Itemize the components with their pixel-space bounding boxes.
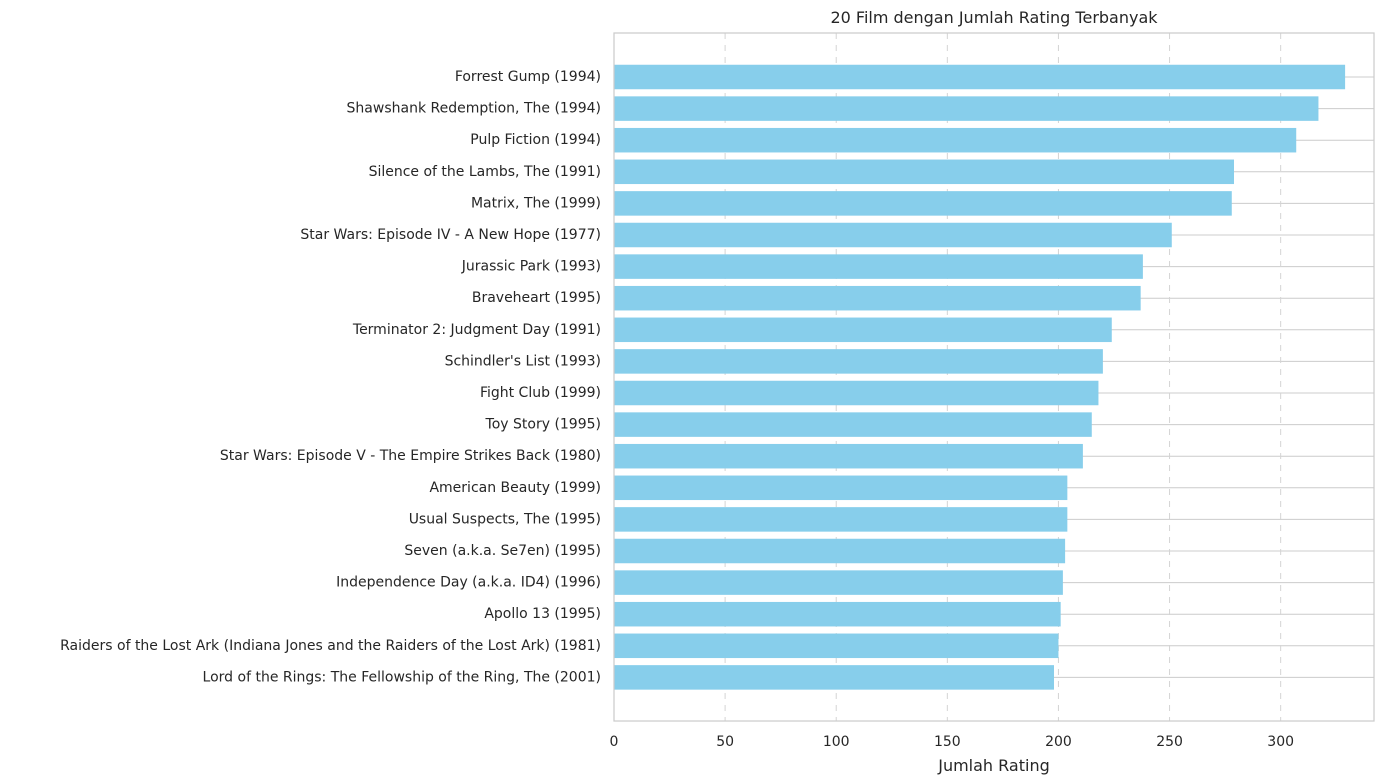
bar <box>614 412 1092 437</box>
y-tick-label: Raiders of the Lost Ark (Indiana Jones a… <box>60 638 601 654</box>
plot-border <box>613 32 1375 722</box>
y-tick-label: American Beauty (1999) <box>429 480 601 496</box>
bar <box>614 317 1112 343</box>
chart-title: 20 Film dengan Jumlah Rating Terbanyak <box>830 8 1158 27</box>
bar <box>614 633 1059 659</box>
y-tick-label: Independence Day (a.k.a. ID4) (1996) <box>336 575 601 591</box>
y-tick-label: Toy Story (1995) <box>485 417 601 433</box>
x-tick-label: 100 <box>823 734 850 750</box>
y-tick-label: Apollo 13 (1995) <box>484 606 601 622</box>
bar <box>614 538 1066 564</box>
x-tick-label: 250 <box>1156 734 1183 750</box>
bar <box>614 127 1297 153</box>
x-axis-label: Jumlah Rating <box>937 756 1050 775</box>
y-tick-label: Fight Club (1999) <box>480 385 601 401</box>
bar <box>614 570 1063 595</box>
bar <box>614 443 1083 469</box>
y-tick-label: Usual Suspects, The (1995) <box>409 511 601 527</box>
bar <box>614 285 1141 311</box>
x-tick-label: 300 <box>1267 734 1294 750</box>
x-tick-label: 150 <box>934 734 961 750</box>
bar <box>614 601 1061 627</box>
y-tick-label: Schindler's List (1993) <box>445 353 601 369</box>
bar <box>614 64 1346 90</box>
bar <box>614 96 1319 121</box>
y-tick-label: Terminator 2: Judgment Day (1991) <box>352 322 601 338</box>
y-tick-labels: Forrest Gump (1994) Shawshank Redemption,… <box>60 69 601 685</box>
bar <box>614 507 1068 532</box>
x-tick-label: 50 <box>716 734 734 750</box>
y-tick-label: Seven (a.k.a. Se7en) (1995) <box>404 543 601 559</box>
bar <box>614 222 1172 248</box>
y-tick-label: Star Wars: Episode V - The Empire Strike… <box>220 448 601 464</box>
bar <box>614 665 1054 690</box>
x-tick-label: 0 <box>610 734 619 750</box>
bar <box>614 349 1103 374</box>
bar <box>614 254 1143 279</box>
y-tick-label: Braveheart (1995) <box>472 290 601 306</box>
y-tick-label: Jurassic Park (1993) <box>461 259 601 275</box>
y-tick-label: Lord of the Rings: The Fellowship of the… <box>203 669 601 685</box>
y-tick-label: Star Wars: Episode IV - A New Hope (1977… <box>300 227 601 243</box>
bar <box>614 191 1232 216</box>
bar <box>614 380 1099 406</box>
y-tick-label: Pulp Fiction (1994) <box>470 132 601 148</box>
plot-frame <box>613 32 1375 722</box>
y-tick-label: Matrix, The (1999) <box>471 195 601 211</box>
bar <box>614 475 1068 501</box>
bars <box>614 64 1346 690</box>
x-tick-labels: 0 50 100 150 200 250 300 <box>610 734 1294 750</box>
y-tick-label: Shawshank Redemption, The (1994) <box>347 101 601 117</box>
y-tick-label: Silence of the Lambs, The (1991) <box>369 164 601 180</box>
y-tick-label: Forrest Gump (1994) <box>455 69 601 85</box>
x-tick-label: 200 <box>1045 734 1072 750</box>
bar <box>614 159 1234 185</box>
